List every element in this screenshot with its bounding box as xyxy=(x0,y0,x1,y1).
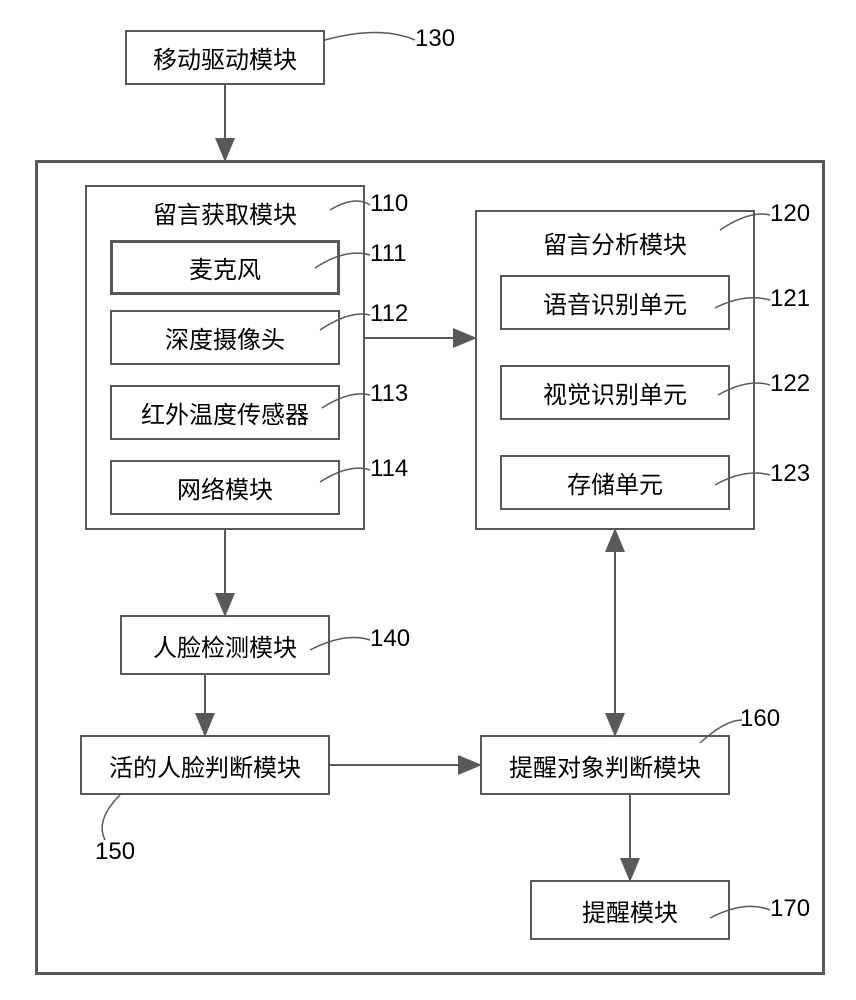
node-130-label: 移动驱动模块 xyxy=(153,40,297,75)
num-140: 140 xyxy=(370,625,410,653)
node-112: 深度摄像头 xyxy=(110,310,340,365)
num-121: 121 xyxy=(770,285,810,313)
node-114: 网络模块 xyxy=(110,460,340,515)
num-170: 170 xyxy=(770,895,810,923)
node-150: 活的人脸判断模块 xyxy=(80,735,330,795)
node-114-label: 网络模块 xyxy=(177,470,273,505)
num-122: 122 xyxy=(770,370,810,398)
node-113-label: 红外温度传感器 xyxy=(141,395,309,430)
node-121: 语音识别单元 xyxy=(500,275,730,330)
node-130: 移动驱动模块 xyxy=(125,30,325,85)
node-122-label: 视觉识别单元 xyxy=(543,375,687,410)
num-120: 120 xyxy=(770,200,810,228)
num-112: 112 xyxy=(370,300,408,328)
node-111: 麦克风 xyxy=(110,240,340,295)
node-121-label: 语音识别单元 xyxy=(543,285,687,320)
num-150: 150 xyxy=(95,838,135,866)
node-123: 存储单元 xyxy=(500,455,730,510)
node-140: 人脸检测模块 xyxy=(120,615,330,675)
node-140-label: 人脸检测模块 xyxy=(153,628,297,663)
num-114: 114 xyxy=(370,455,408,483)
num-111: 111 xyxy=(370,240,406,268)
node-112-label: 深度摄像头 xyxy=(165,320,285,355)
node-120-title: 留言分析模块 xyxy=(475,225,755,260)
num-113: 113 xyxy=(370,380,408,408)
node-170: 提醒模块 xyxy=(530,880,730,940)
node-160: 提醒对象判断模块 xyxy=(480,735,730,795)
node-150-label: 活的人脸判断模块 xyxy=(109,748,301,783)
node-110-title: 留言获取模块 xyxy=(85,195,365,230)
num-130: 130 xyxy=(415,25,455,53)
num-110: 110 xyxy=(370,190,408,218)
num-160: 160 xyxy=(740,705,780,733)
node-122: 视觉识别单元 xyxy=(500,365,730,420)
node-170-label: 提醒模块 xyxy=(582,893,678,928)
num-123: 123 xyxy=(770,460,810,488)
node-111-label: 麦克风 xyxy=(189,250,261,285)
node-160-label: 提醒对象判断模块 xyxy=(509,748,701,783)
node-123-label: 存储单元 xyxy=(567,465,663,500)
diagram-canvas: 移动驱动模块 130 留言获取模块 110 麦克风 111 深度摄像头 112 … xyxy=(0,0,856,1000)
node-113: 红外温度传感器 xyxy=(110,385,340,440)
